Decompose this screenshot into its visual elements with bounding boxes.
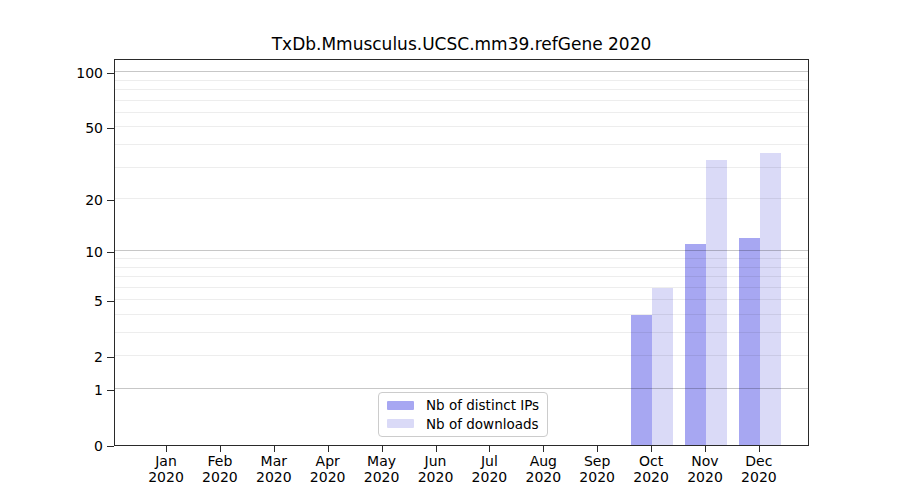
x-tick-may xyxy=(382,446,383,452)
legend-item-downloads: Nb of downloads xyxy=(379,416,547,432)
gridline-major-10 xyxy=(115,250,808,251)
legend-label-distinct-ips: Nb of distinct IPs xyxy=(426,397,539,413)
gridline-minor-7 xyxy=(115,276,808,277)
y-tick-label-1: 1 xyxy=(0,382,103,398)
gridline-minor-40 xyxy=(115,144,808,145)
x-tick-label-feb: Feb2020 xyxy=(192,453,248,485)
x-tick-label-jul: Jul2020 xyxy=(461,453,517,485)
gridline-minor-6 xyxy=(115,287,808,288)
y-tick-label-5: 5 xyxy=(0,293,103,309)
gridline-minor-90 xyxy=(115,80,808,81)
gridline-major-100 xyxy=(115,71,808,72)
x-tick-aug xyxy=(543,446,544,452)
x-tick-jul xyxy=(489,446,490,452)
y-tick-label-10: 10 xyxy=(0,244,103,260)
gridline-minor-80 xyxy=(115,89,808,90)
bar-distinct-ips-nov xyxy=(685,244,706,445)
gridline-minor-5 xyxy=(115,299,808,300)
gridline-major-1 xyxy=(115,388,808,389)
x-tick-sep xyxy=(597,446,598,452)
x-tick-label-oct: Oct2020 xyxy=(623,453,679,485)
bar-distinct-ips-dec xyxy=(739,238,760,445)
y-tick-100 xyxy=(107,73,114,74)
y-tick-50 xyxy=(107,128,114,129)
y-tick-label-2: 2 xyxy=(0,349,103,365)
y-tick-5 xyxy=(107,301,114,302)
x-tick-label-apr: Apr2020 xyxy=(300,453,356,485)
gridline-minor-4 xyxy=(115,314,808,315)
figure: TxDb.Mmusculus.UCSC.mm39.refGene 2020 01… xyxy=(0,0,900,500)
legend-item-distinct-ips: Nb of distinct IPs xyxy=(379,397,547,413)
x-tick-label-dec: Dec2020 xyxy=(731,453,787,485)
gridline-minor-3 xyxy=(115,332,808,333)
gridline-minor-70 xyxy=(115,100,808,101)
legend-swatch-downloads-icon xyxy=(387,419,414,428)
bar-downloads-nov xyxy=(706,160,727,445)
gridline-minor-2 xyxy=(115,355,808,356)
gridline-minor-30 xyxy=(115,167,808,168)
legend-label-downloads: Nb of downloads xyxy=(426,416,539,432)
legend: Nb of distinct IPs Nb of downloads xyxy=(378,392,548,437)
bar-downloads-oct xyxy=(652,288,673,445)
y-tick-label-20: 20 xyxy=(0,192,103,208)
gridline-minor-8 xyxy=(115,267,808,268)
x-tick-label-mar: Mar2020 xyxy=(246,453,302,485)
y-tick-1 xyxy=(107,390,114,391)
x-tick-label-jan: Jan2020 xyxy=(138,453,194,485)
y-tick-label-100: 100 xyxy=(0,65,103,81)
x-tick-oct xyxy=(651,446,652,452)
x-tick-jun xyxy=(436,446,437,452)
gridline-minor-50 xyxy=(115,126,808,127)
y-tick-label-50: 50 xyxy=(0,120,103,136)
y-tick-label-0: 0 xyxy=(0,438,103,454)
bar-distinct-ips-oct xyxy=(631,315,652,445)
x-tick-label-sep: Sep2020 xyxy=(569,453,625,485)
x-tick-label-nov: Nov2020 xyxy=(677,453,733,485)
gridline-minor-60 xyxy=(115,112,808,113)
x-tick-dec xyxy=(759,446,760,452)
gridline-minor-20 xyxy=(115,198,808,199)
legend-swatch-distinct-ips-icon xyxy=(387,401,414,410)
x-tick-jan xyxy=(166,446,167,452)
y-tick-20 xyxy=(107,200,114,201)
y-tick-10 xyxy=(107,252,114,253)
x-tick-nov xyxy=(705,446,706,452)
y-tick-0 xyxy=(107,446,114,447)
x-tick-label-jun: Jun2020 xyxy=(408,453,464,485)
x-tick-label-aug: Aug2020 xyxy=(515,453,571,485)
gridline-minor-9 xyxy=(115,258,808,259)
x-tick-apr xyxy=(328,446,329,452)
x-tick-feb xyxy=(220,446,221,452)
y-tick-2 xyxy=(107,357,114,358)
x-tick-mar xyxy=(274,446,275,452)
x-tick-label-may: May2020 xyxy=(354,453,410,485)
